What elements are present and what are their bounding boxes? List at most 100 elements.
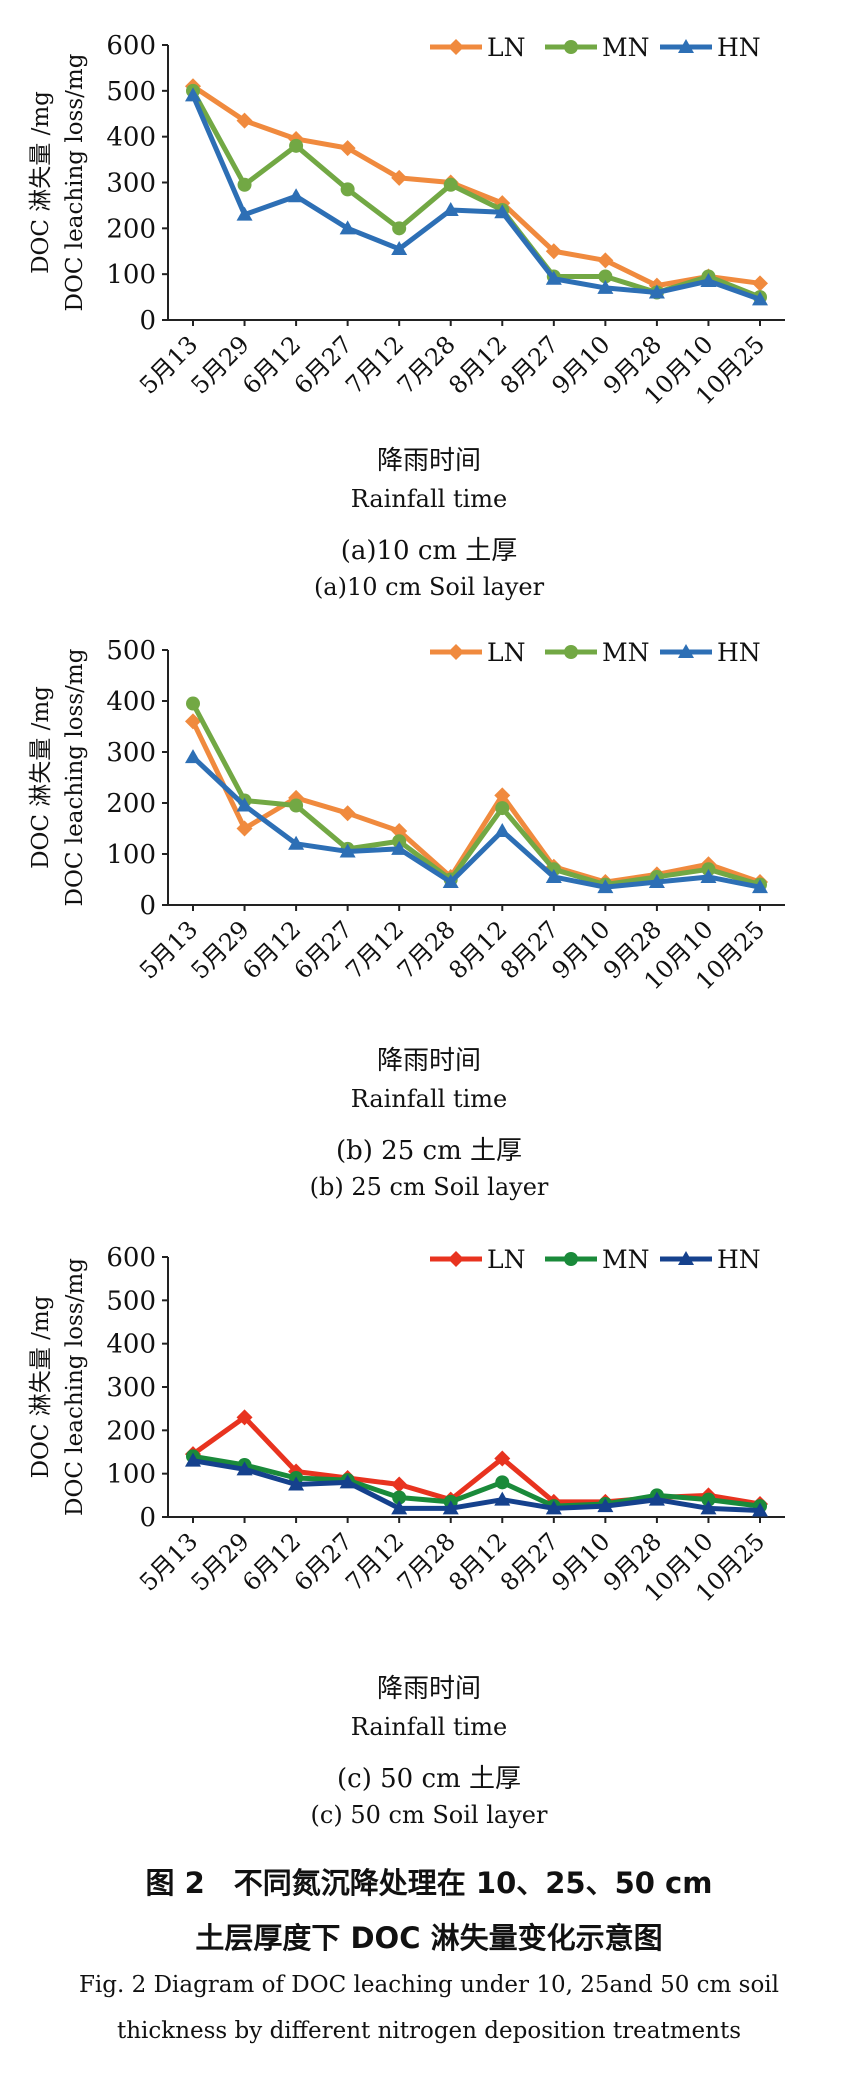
- point-HN: [391, 840, 408, 855]
- point-HN: [494, 1491, 511, 1506]
- point-MN: [495, 801, 510, 816]
- chart-a-xlabel-cn: 降雨时间: [376, 446, 481, 476]
- y-tick-label: 0: [139, 1503, 156, 1533]
- x-tick-label: 7月28: [392, 330, 461, 399]
- x-tick-label: 8月27: [495, 915, 564, 984]
- legend-marker: [448, 644, 464, 660]
- point-HN: [339, 1474, 356, 1489]
- x-tick-label: 5月29: [186, 915, 255, 984]
- point-HN: [597, 1498, 614, 1513]
- series-HN: [185, 749, 768, 894]
- legend-item-LN: LN: [430, 1245, 525, 1274]
- legend-item-MN: MN: [545, 1245, 649, 1274]
- point-LN: [391, 1476, 408, 1493]
- point-HN: [442, 1500, 459, 1515]
- point-HN: [700, 273, 717, 288]
- point-MN: [392, 221, 407, 236]
- chart-c-subtitle-cn: (c) 50 cm 土厚: [337, 1764, 521, 1794]
- point-HN: [185, 87, 201, 102]
- point-HN: [494, 823, 511, 838]
- figure-caption-en-line1: Fig. 2 Diagram of DOC leaching under 10,…: [78, 1972, 780, 1998]
- y-axis-label-en: DOC leaching loss/mg: [62, 53, 88, 311]
- x-tick-label: 8月12: [443, 1527, 512, 1596]
- legend-label: HN: [717, 1245, 761, 1274]
- point-MN: [701, 1492, 716, 1507]
- point-HN: [752, 1502, 768, 1517]
- point-MN: [495, 1475, 510, 1490]
- point-LN: [339, 140, 356, 157]
- legend-marker: [448, 39, 464, 55]
- y-tick-label: 400: [106, 123, 156, 153]
- point-LN: [391, 169, 408, 186]
- y-tick-label: 400: [106, 687, 156, 717]
- chart-b-xlabel-en: Rainfall time: [350, 1085, 508, 1113]
- x-tick-label: 7月28: [392, 915, 461, 984]
- series-HN: [185, 87, 768, 306]
- x-tick-label: 5月13: [134, 1527, 203, 1596]
- point-LN: [494, 1450, 511, 1467]
- y-tick-label: 300: [106, 1373, 156, 1403]
- y-tick-label: 100: [106, 1460, 156, 1490]
- series-line-HN: [192, 1458, 761, 1513]
- y-tick-label: 400: [106, 1330, 156, 1360]
- point-MN: [392, 1490, 407, 1505]
- point-HN: [648, 1491, 665, 1506]
- x-tick-label: 8月12: [443, 915, 512, 984]
- chart-a-10cm: 0 100 200 300 400 500 600 5月135月296月126月277月127…: [28, 31, 785, 410]
- point-MN: [443, 177, 458, 192]
- legend-item-HN: HN: [660, 33, 761, 62]
- point-HN: [185, 1452, 201, 1467]
- point-HN: [597, 879, 614, 894]
- point-HN: [288, 1476, 305, 1491]
- point-MN: [186, 696, 200, 711]
- x-tick-label: 6月12: [237, 915, 306, 984]
- x-tick-label: 8月27: [495, 330, 564, 399]
- point-MN: [598, 269, 613, 284]
- x-tick-label: 9月10: [546, 330, 615, 399]
- x-tick-label: 6月27: [289, 330, 358, 399]
- series-HN: [185, 1452, 768, 1517]
- series-LN: [185, 78, 768, 294]
- x-tick-label: 9月10: [546, 915, 615, 984]
- legend-label: MN: [602, 638, 649, 667]
- legend-item-HN: HN: [660, 638, 761, 667]
- legend-marker: [678, 1251, 694, 1265]
- point-LN: [185, 713, 201, 730]
- point-MN: [289, 138, 304, 153]
- series-line-HN: [191, 755, 761, 890]
- legend-label: LN: [487, 638, 525, 667]
- x-tick-label: 7月12: [340, 915, 409, 984]
- chart-a-xlabel-en: Rainfall time: [350, 485, 508, 513]
- figure-title-line2: 土层厚度下 DOC 淋失量变化示意图: [195, 1921, 663, 1955]
- point-HN: [185, 749, 201, 764]
- point-HN: [236, 206, 253, 221]
- point-HN: [700, 868, 717, 883]
- point-HN: [236, 1461, 253, 1476]
- chart-a-subtitle-cn: (a)10 cm 土厚: [340, 536, 518, 566]
- point-LN: [545, 243, 562, 260]
- y-axis-label-cn: DOC 淋失量 /mg: [28, 1295, 54, 1478]
- chart-b-25cm: 0 100 200 300 400 500 5月135月296月126月277月127月28…: [28, 636, 785, 995]
- point-HN: [545, 1500, 562, 1515]
- y-tick-label: 200: [106, 1416, 156, 1446]
- x-tick-label: 7月12: [340, 1527, 409, 1596]
- point-HN: [545, 868, 562, 883]
- y-tick-label: 600: [106, 1243, 156, 1273]
- figure-title-line1: 图 2 不同氮沉降处理在 10、25、50 cm: [145, 1866, 713, 1900]
- x-tick-label: 6月12: [237, 330, 306, 399]
- point-MN: [289, 798, 304, 813]
- legend-label: MN: [602, 33, 649, 62]
- y-tick-label: 300: [106, 169, 156, 199]
- series-line-MN: [192, 1453, 761, 1509]
- legend-item-HN: HN: [660, 1245, 761, 1274]
- legend-marker: [564, 1252, 578, 1266]
- point-HN: [648, 874, 665, 889]
- point-LN: [236, 820, 253, 837]
- point-MN: [340, 182, 355, 197]
- legend-item-LN: LN: [430, 638, 525, 667]
- x-tick-label: 6月27: [289, 1527, 358, 1596]
- legend-item-MN: MN: [545, 638, 649, 667]
- point-HN: [391, 240, 408, 255]
- point-LN: [752, 275, 768, 292]
- x-tick-label: 8月27: [495, 1527, 564, 1596]
